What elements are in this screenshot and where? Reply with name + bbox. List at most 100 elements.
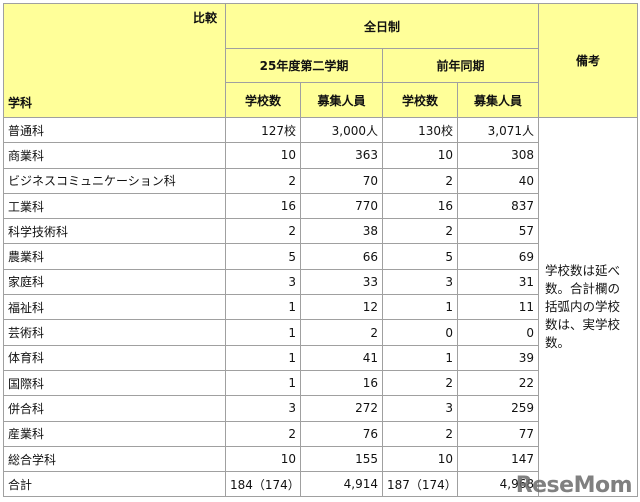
number-cell: 22 — [456, 369, 540, 397]
subject-cell: 農業科 — [3, 243, 226, 270]
subject-cell: 福祉科 — [3, 294, 226, 321]
number-cell: 2 — [382, 218, 458, 245]
number-cell: 4,968 — [456, 471, 540, 498]
number-cell: 2 — [382, 167, 458, 194]
period-header: 前年同期 — [381, 48, 540, 83]
number-cell: 3,000人 — [300, 116, 383, 144]
corner-cell: 比較 学科 — [3, 3, 226, 118]
subject-cell: 工業科 — [3, 192, 226, 220]
number-cell: 1 — [225, 294, 301, 321]
number-cell: 1 — [382, 344, 458, 371]
table-row: 産業科 2 76 2 77 — [3, 420, 638, 447]
table-row: 普通科 127校 3,000人 130校 3,071人 学校数は延べ数。合計欄の括弧内の学… — [3, 116, 639, 498]
number-cell: 363 — [300, 142, 383, 169]
period-header: 25年度第二学期 — [225, 48, 383, 83]
subject-cell: 体育科 — [3, 344, 226, 371]
subject-cell: ビジネスコミュニケーション科 — [3, 167, 226, 194]
number-cell: 41 — [300, 344, 383, 371]
number-cell: 10 — [382, 445, 458, 473]
number-cell: 5 — [382, 243, 458, 270]
subject-cell: 合計 — [3, 471, 226, 498]
number-cell: 11 — [456, 294, 540, 321]
number-cell: 187（174） — [382, 471, 458, 498]
number-cell: 2 — [225, 167, 301, 194]
number-cell: 77 — [456, 420, 540, 447]
group-header: 全日制 — [224, 3, 540, 49]
number-cell: 1 — [225, 319, 301, 346]
table-row: 工業科 16 770 16 837 — [3, 192, 638, 220]
number-cell: 10 — [225, 445, 301, 473]
number-cell: 2 — [300, 319, 383, 346]
subject-cell: 科学技術科 — [3, 218, 226, 245]
number-cell: 66 — [300, 243, 383, 270]
number-cell: 16 — [382, 192, 458, 220]
table-row: 合計 184（174） 4,914 187（174） 4,968 — [3, 471, 638, 498]
number-cell: 259 — [456, 395, 540, 422]
number-cell: 2 — [382, 420, 458, 447]
number-cell: 40 — [456, 167, 540, 194]
number-cell: 10 — [225, 142, 301, 169]
number-cell: 76 — [300, 420, 383, 447]
data-table: 比較 学科 全日制 備考 25年度第二学期 前年同期 学校数 募集人員 学校数 募集人… — [3, 3, 639, 498]
table-row: 福祉科 1 12 1 11 — [3, 294, 638, 321]
number-cell: 155 — [300, 445, 383, 473]
subject-cell: 国際科 — [3, 369, 226, 397]
table-row: 体育科 1 41 1 39 — [3, 344, 638, 371]
number-cell: 3 — [225, 395, 301, 422]
number-cell: 308 — [456, 142, 540, 169]
number-cell: 38 — [300, 218, 383, 245]
subject-cell: 併合科 — [3, 395, 226, 422]
number-cell: 3 — [382, 395, 458, 422]
remarks-header: 備考 — [538, 3, 639, 118]
number-cell: 33 — [300, 268, 383, 296]
number-cell: 12 — [300, 294, 383, 321]
number-cell: 1 — [225, 369, 301, 397]
column-header: 学校数 — [225, 82, 301, 118]
number-cell: 0 — [382, 319, 458, 346]
column-header: 募集人員 — [300, 82, 383, 118]
watermark: ReseMom — [515, 473, 633, 498]
number-cell: 2 — [382, 369, 458, 397]
number-cell: 2 — [225, 420, 301, 447]
table-row: 商業科 10 363 10 308 — [3, 142, 638, 169]
number-cell: 31 — [456, 268, 540, 296]
table-row: ビジネスコミュニケーション科 2 70 2 40 — [3, 167, 638, 194]
number-cell: 1 — [382, 294, 458, 321]
number-cell: 127校 — [225, 116, 301, 144]
corner-top: 比較 — [192, 11, 217, 25]
number-cell: 5 — [225, 243, 301, 270]
remarks-cell: 学校数は延べ数。合計欄の括弧内の学校数は、実学校数。 — [538, 116, 639, 498]
table-row: 農業科 5 66 5 69 — [3, 243, 638, 270]
column-header: 募集人員 — [456, 82, 540, 118]
number-cell: 16 — [300, 369, 383, 397]
number-cell: 272 — [300, 395, 383, 422]
number-cell: 130校 — [382, 116, 458, 144]
number-cell: 70 — [300, 167, 383, 194]
corner-bottom: 学科 — [8, 96, 33, 110]
table-row: 家庭科 3 33 3 31 — [3, 268, 638, 296]
column-header: 学校数 — [382, 82, 458, 118]
number-cell: 69 — [456, 243, 540, 270]
subject-cell: 普通科 — [3, 116, 226, 144]
table-row: 国際科 1 16 2 22 — [3, 369, 638, 397]
number-cell: 0 — [456, 319, 540, 346]
number-cell: 837 — [456, 192, 540, 220]
number-cell: 770 — [300, 192, 383, 220]
number-cell: 3,071人 — [456, 116, 540, 144]
subject-cell: 産業科 — [3, 420, 226, 447]
subject-cell: 総合学科 — [3, 445, 226, 473]
number-cell: 2 — [225, 218, 301, 245]
number-cell: 147 — [456, 445, 540, 473]
number-cell: 57 — [456, 218, 540, 245]
number-cell: 1 — [225, 344, 301, 371]
subject-cell: 家庭科 — [3, 268, 226, 296]
number-cell: 184（174） — [225, 471, 301, 498]
table-row: 科学技術科 2 38 2 57 — [3, 218, 638, 245]
number-cell: 4,914 — [300, 471, 383, 498]
number-cell: 16 — [225, 192, 301, 220]
number-cell: 3 — [225, 268, 301, 296]
number-cell: 39 — [456, 344, 540, 371]
number-cell: 10 — [382, 142, 458, 169]
number-cell: 3 — [382, 268, 458, 296]
